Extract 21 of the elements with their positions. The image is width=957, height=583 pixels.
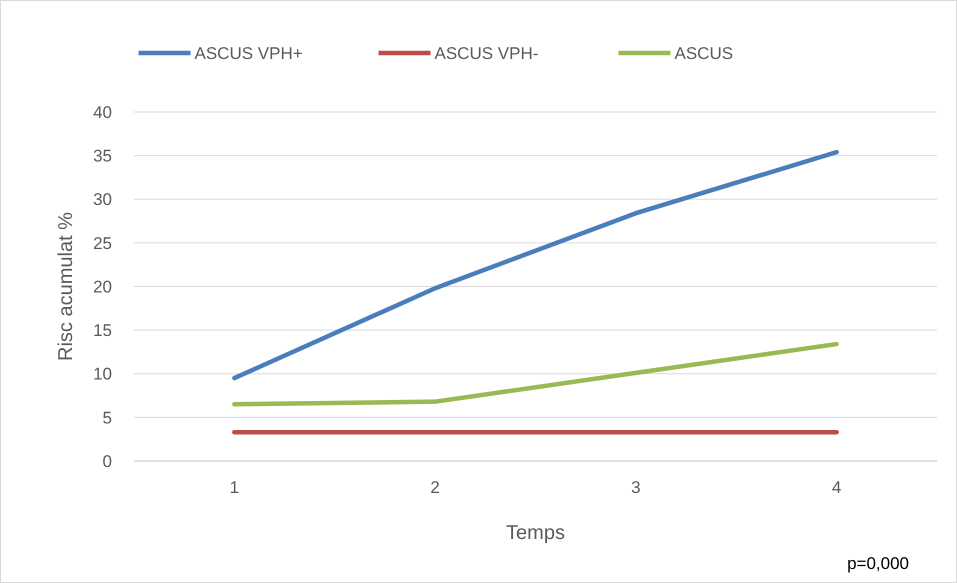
x-tick-label: 4 — [832, 478, 842, 497]
x-axis-title: Temps — [506, 522, 565, 544]
text: p=0,000 — [847, 554, 909, 573]
y-tick-label: 20 — [93, 277, 112, 296]
y-tick-label: 40 — [93, 102, 112, 122]
x-tick-label: 3 — [631, 478, 641, 497]
y-tick-label: 0 — [102, 452, 112, 471]
legend-label: ASCUS VPH- — [434, 44, 538, 63]
y-tick-label: 25 — [93, 234, 112, 253]
y-tick-label: 35 — [93, 146, 112, 166]
x-tick-label: 2 — [430, 478, 440, 497]
legend-label: ASCUS VPH+ — [194, 44, 303, 63]
line-series — [232, 150, 839, 380]
y-tick-label: 30 — [93, 190, 112, 210]
line-series — [232, 342, 839, 407]
y-tick-label: 5 — [102, 408, 112, 428]
x-tick-label: 1 — [230, 478, 240, 497]
legend-label: ASCUS — [674, 44, 734, 63]
y-tick-label: 10 — [93, 364, 112, 384]
y-tick-label: 15 — [93, 321, 112, 340]
y-axis-title: Risc acumulat % — [55, 212, 77, 361]
